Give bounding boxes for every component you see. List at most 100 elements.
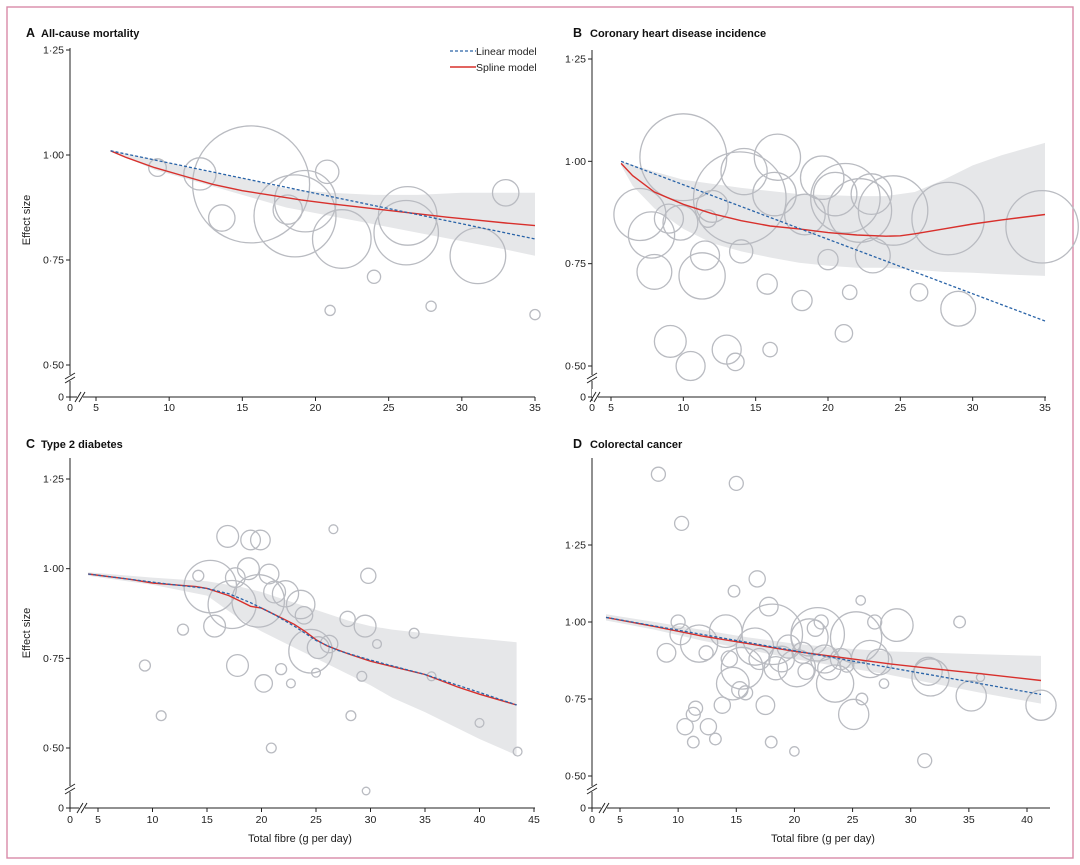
panel-d-study-point-41: [813, 614, 829, 630]
panel-c-x-tick-label: 35: [419, 814, 431, 826]
panel-a-x-break-gap: [77, 389, 83, 405]
panel-d-y-tick-label: 0: [580, 803, 586, 815]
panel-c-study-point-3: [176, 623, 190, 636]
panel-d-study-point-49: [855, 692, 869, 706]
panel-a-x-tick-label: 30: [456, 402, 468, 414]
panel-b-spline-line: [620, 162, 1046, 237]
panel-a-study-point-14: [425, 300, 437, 312]
panel-c-study-point-21: [285, 678, 296, 689]
panel-a-plot: 0 0·50 0·75 1·00 1·25 0 5 10 15 20 25 30 35: [43, 45, 541, 415]
panel-c-study-point-31: [356, 670, 368, 682]
panel-a-x-break-mark: [74, 391, 86, 403]
panel-d-x-tick-label: 5: [617, 814, 623, 826]
panel-c-study-point-39: [512, 746, 523, 757]
panel-d-study-point-4: [727, 584, 741, 598]
panel-a-y-tick-label: 1·25: [43, 45, 64, 57]
panel-d-study-point-10: [676, 717, 694, 736]
panel-a-study-point-3: [207, 204, 236, 232]
panel-c-study-point-10: [225, 653, 250, 678]
panel-d-y-tick-label: 0·75: [565, 694, 586, 706]
panel-a-x-tick-label: 15: [236, 402, 248, 414]
panel-c-study-point-20: [271, 580, 300, 608]
panel-b-study-point-4: [653, 203, 685, 234]
panel-d-study-point-34: [789, 746, 800, 757]
panel-b-x-tick-label: 15: [750, 402, 762, 414]
panel-c-study-point-1: [138, 659, 152, 672]
panel-c-confidence-band: [88, 572, 517, 756]
panel-c-title: Type 2 diabetes: [41, 439, 123, 451]
panel-d-study-point-35: [777, 648, 817, 688]
panel-c-study-point-15: [254, 674, 274, 693]
panel-d-study-point-48: [829, 611, 883, 664]
panel-c-y-tick-label: 1·00: [43, 563, 64, 575]
panel-d-x-tick-label: 30: [905, 814, 917, 826]
panel-c-study-point-33: [360, 567, 377, 585]
panel-b-study-point-10: [689, 240, 721, 271]
panel-b-x-tick-label: 5: [608, 402, 614, 414]
panel-b-study-point-3: [636, 253, 673, 290]
panel-c-y-tick-label: 1·25: [43, 474, 64, 486]
panel-b-study-point-37: [1005, 189, 1079, 264]
panel-c-study-point-17: [265, 742, 277, 754]
panel-d-x-tick-label: 35: [963, 814, 975, 826]
panel-b-study-point-5: [653, 324, 687, 358]
panel-a-y-break-gap: [62, 375, 78, 381]
panel-d-study-point-15: [698, 645, 714, 661]
panel-d-study-point-14: [679, 624, 719, 663]
panel-b-x-tick-label: 25: [894, 402, 906, 414]
panel-a-y-tick-label: 1·00: [43, 150, 64, 162]
panel-c-x-tick-label: 45: [528, 814, 540, 826]
panel-d-study-point-6: [855, 595, 867, 606]
panel-d-study-point-17: [708, 732, 722, 746]
panel-a-y-tick-label: 0·75: [43, 255, 64, 267]
panel-a-study-point-5: [272, 194, 303, 225]
panel-c-x-tick-label: 40: [474, 814, 486, 826]
panel-b-x-tick-label: 30: [967, 402, 979, 414]
panel-c-x-tick-label: 5: [95, 814, 101, 826]
panel-c-letter: C: [26, 437, 35, 451]
panel-c-study-point-25: [310, 667, 322, 678]
panel-b-study-point-23: [783, 193, 826, 236]
panel-b-study-point-17: [728, 239, 754, 264]
panel-c-x-break-mark: [76, 802, 88, 814]
panel-b-x-tick-label: 0: [589, 402, 595, 414]
panel-a-study-point-8: [314, 159, 340, 185]
panel-a-linear-line: [110, 150, 536, 240]
panel-a-x-tick-label: 5: [93, 402, 99, 414]
panel-a-legend: Linear model Spline model: [450, 46, 537, 74]
panel-c-study-point-38: [474, 717, 485, 728]
panel-d-study-point-29: [764, 735, 778, 749]
legend-spline-label: Spline model: [476, 62, 537, 74]
panel-b-y-break-mark: [586, 372, 598, 384]
panel-d-plot: 0 0·50 0·75 1·00 1·25 0 5 10 15 20 25 30 35 40: [565, 458, 1057, 826]
panel-d: D Colorectal cancer Total fibre (g per d…: [565, 437, 1057, 845]
panel-c-study-point-32: [353, 614, 377, 638]
panel-a-y-axis-label: Effect size: [21, 195, 33, 246]
panel-c-study-point-4: [192, 569, 205, 582]
panel-a-study-point-4: [191, 125, 311, 244]
panel-d-study-point-51: [867, 614, 883, 630]
panel-b-study-point-31: [850, 173, 893, 216]
panel-b-study-point-26: [812, 171, 858, 217]
panel-d-study-point-54: [879, 608, 914, 643]
panel-c-y-break-gap: [62, 786, 78, 792]
panel-b-x-tick-label: 10: [677, 402, 689, 414]
panel-a-y-tick-label: 0: [58, 392, 64, 404]
panel-d-study-point-22: [731, 681, 749, 699]
panel-a-y-break-mark: [64, 372, 76, 384]
panel-b-y-tick-label: 0·75: [565, 258, 586, 270]
panel-d-study-point-1: [650, 466, 667, 482]
panel-d-x-tick-label: 40: [1021, 814, 1033, 826]
panel-d-study-point-21: [715, 666, 750, 701]
panel-c-x-tick-label: 30: [365, 814, 377, 826]
panel-d-x-tick-label: 20: [789, 814, 801, 826]
panel-a: A All-cause mortality Effect size Linear…: [21, 26, 541, 414]
panel-c-x-tick-label: 25: [310, 814, 322, 826]
panel-a-spline-line: [110, 150, 536, 227]
panel-d-study-point-55: [917, 752, 933, 769]
panel-b-study-point-36: [940, 290, 977, 327]
panel-a-study-point-6: [253, 174, 337, 258]
panel-c-study-point-13: [249, 529, 271, 551]
panel-c-study-point-6: [203, 614, 227, 638]
